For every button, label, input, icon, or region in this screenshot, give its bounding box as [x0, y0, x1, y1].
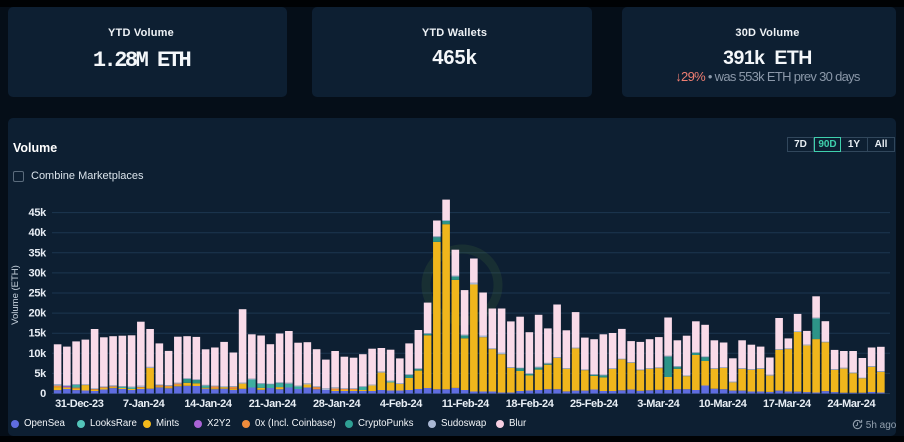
svg-text:24-Mar-24: 24-Mar-24 [827, 398, 876, 410]
svg-text:25k: 25k [29, 288, 48, 300]
svg-text:7-Jan-24: 7-Jan-24 [123, 398, 166, 410]
svg-text:40k: 40k [29, 227, 48, 239]
svg-text:10k: 10k [29, 348, 48, 360]
svg-text:5k: 5k [34, 368, 47, 380]
svg-text:35k: 35k [29, 247, 48, 259]
svg-text:28-Jan-24: 28-Jan-24 [313, 398, 361, 410]
svg-text:31-Dec-23: 31-Dec-23 [55, 398, 104, 410]
svg-text:18-Feb-24: 18-Feb-24 [506, 398, 555, 410]
svg-text:Volume (ETH): Volume (ETH) [10, 265, 21, 325]
svg-text:25-Feb-24: 25-Feb-24 [570, 398, 619, 410]
svg-text:11-Feb-24: 11-Feb-24 [442, 398, 490, 410]
svg-text:0: 0 [40, 388, 46, 400]
svg-text:30k: 30k [29, 267, 48, 279]
svg-text:21-Jan-24: 21-Jan-24 [249, 398, 297, 410]
svg-text:20k: 20k [29, 308, 48, 320]
svg-text:4-Feb-24: 4-Feb-24 [380, 398, 423, 410]
svg-text:45k: 45k [29, 207, 48, 219]
svg-text:10-Mar-24: 10-Mar-24 [699, 398, 748, 410]
svg-text:14-Jan-24: 14-Jan-24 [184, 398, 232, 410]
svg-text:3-Mar-24: 3-Mar-24 [637, 398, 680, 410]
svg-text:17-Mar-24: 17-Mar-24 [763, 398, 812, 410]
svg-text:15k: 15k [29, 328, 48, 340]
